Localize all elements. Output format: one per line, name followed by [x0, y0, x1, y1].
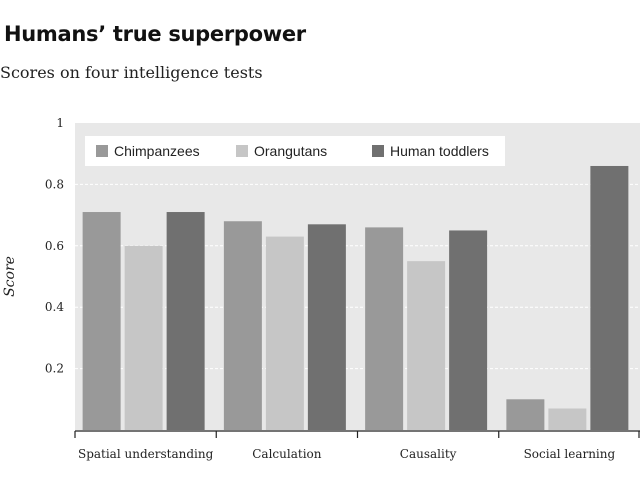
- chart-subtitle: Scores on four intelligence tests: [0, 63, 263, 82]
- y-axis-label: Score: [2, 256, 18, 297]
- x-tick-label: Social learning: [524, 447, 616, 461]
- x-tick-label: Spatial understanding: [78, 447, 214, 461]
- x-tick-label: Calculation: [252, 447, 322, 461]
- bar-orangutans: [407, 261, 446, 430]
- legend-label: Orangutans: [254, 143, 327, 159]
- bar-orangutans: [548, 408, 587, 430]
- bar-human-toddlers: [166, 212, 205, 430]
- bar-orangutans: [265, 236, 304, 430]
- bar-chimpanzees: [82, 212, 121, 430]
- bar-chimpanzees: [506, 399, 545, 430]
- legend-swatch: [236, 145, 248, 157]
- chart-title: Humans’ true superpower: [4, 22, 306, 46]
- bar-chimpanzees: [365, 227, 404, 430]
- bar-human-toddlers: [307, 224, 346, 430]
- legend-swatch: [372, 145, 384, 157]
- bar-orangutans: [124, 245, 163, 430]
- bar-chimpanzees: [223, 221, 262, 430]
- y-tick-label: 0.6: [45, 239, 64, 253]
- legend-swatch: [96, 145, 108, 157]
- legend-box: [85, 136, 505, 166]
- y-tick-label: 0.8: [45, 177, 64, 191]
- bar-human-toddlers: [590, 165, 629, 431]
- bar-human-toddlers: [449, 230, 488, 430]
- x-tick-label: Causality: [400, 447, 457, 461]
- legend-label: Chimpanzees: [114, 143, 200, 159]
- y-tick-label: 0.2: [45, 362, 64, 376]
- y-tick-label: 1: [56, 116, 64, 130]
- legend-label: Human toddlers: [390, 143, 489, 159]
- y-tick-label: 0.4: [45, 300, 64, 314]
